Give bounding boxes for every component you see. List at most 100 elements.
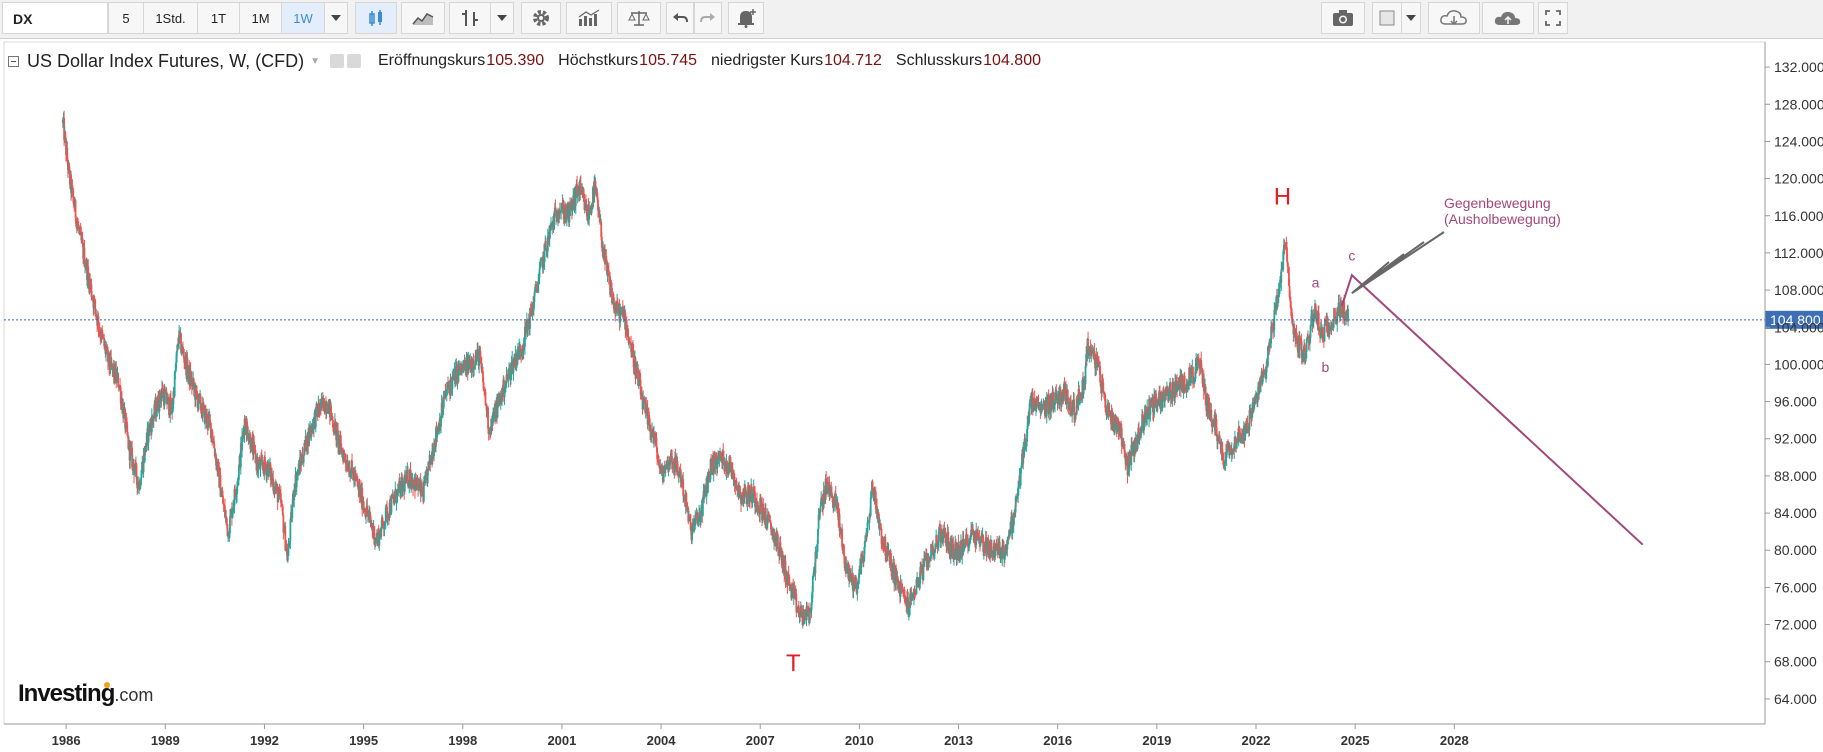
candle-body — [1185, 383, 1188, 391]
candle-body — [537, 280, 540, 293]
candle-body — [1113, 419, 1116, 431]
candle-body — [1102, 382, 1105, 393]
candle-body — [285, 548, 287, 551]
candle-body — [1152, 399, 1154, 413]
candle-body — [444, 390, 447, 395]
indicators-button[interactable] — [449, 2, 491, 34]
candle-body — [522, 343, 525, 351]
candle-body — [380, 527, 383, 537]
load-chart-button[interactable] — [1428, 2, 1480, 34]
candle-body — [389, 502, 392, 515]
redo-button[interactable] — [694, 2, 722, 34]
candle-body — [1194, 366, 1197, 379]
y-tick-label: 132.000 — [1774, 59, 1823, 75]
interval-1h-button[interactable]: 1Std. — [143, 2, 198, 34]
chart-area[interactable]: 104.800 64.000 68.000 72.000 76.000 80.000 84… — [0, 38, 1823, 752]
indicators-dropdown-button[interactable] — [490, 2, 514, 34]
candle-body — [1247, 425, 1250, 429]
candle-body — [983, 544, 986, 549]
candle-body — [279, 493, 282, 503]
candle-body — [787, 574, 789, 586]
candle-body — [600, 221, 603, 238]
price-chart[interactable]: 104.800 64.000 68.000 72.000 76.000 80.000 84… — [0, 38, 1823, 752]
y-tick-label: 120.000 — [1774, 171, 1823, 187]
candle-body — [1158, 390, 1161, 408]
candle-body — [80, 231, 83, 241]
candle-body — [351, 468, 354, 475]
candle-body — [229, 516, 231, 534]
candle-body — [101, 329, 104, 335]
interval-5-button[interactable]: 5 — [108, 2, 144, 34]
alert-button[interactable] — [728, 2, 764, 34]
candle-body — [1313, 311, 1316, 314]
candle-body — [147, 424, 150, 443]
candle-body — [195, 385, 198, 391]
candle-body — [1149, 407, 1152, 416]
candle-body — [320, 398, 323, 409]
candle-body — [211, 429, 214, 440]
candle-body — [779, 542, 782, 551]
gear-icon[interactable] — [346, 54, 361, 68]
x-tick-label: 1992 — [250, 733, 279, 748]
candle-body — [858, 569, 861, 579]
candle-body — [355, 476, 358, 480]
studies-button[interactable] — [566, 2, 612, 34]
candle-body — [613, 297, 615, 310]
candle-body — [219, 475, 222, 497]
interval-1m-button[interactable]: 1M — [239, 2, 282, 34]
candle-body — [504, 383, 507, 387]
undo-button[interactable] — [666, 2, 694, 34]
candle-body — [1296, 336, 1299, 347]
screenshot-button[interactable] — [1321, 2, 1365, 34]
collapse-legend-icon[interactable] — [8, 55, 19, 67]
candle-body — [129, 446, 132, 461]
candle-body — [126, 431, 129, 436]
logo-name: Investing — [18, 680, 115, 707]
settings-button[interactable] — [521, 2, 561, 34]
candle-body — [169, 398, 172, 411]
candlestick-type-button[interactable] — [355, 2, 397, 34]
compare-button[interactable] — [617, 2, 661, 34]
candle-body — [76, 221, 79, 225]
logo-suffix: .com — [114, 685, 154, 705]
camera-icon — [1333, 10, 1353, 26]
candle-body — [421, 493, 424, 495]
interval-dropdown-button[interactable] — [324, 2, 348, 34]
instrument-title: US Dollar Index Futures, W, (CFD) — [27, 50, 305, 71]
candle-body — [1216, 440, 1219, 442]
candle-body — [445, 393, 448, 395]
interval-1d-button[interactable]: 1T — [197, 2, 240, 34]
candle-body — [1304, 358, 1307, 363]
fullscreen-button[interactable] — [1538, 2, 1568, 34]
candle-body — [303, 442, 306, 456]
line-chart-button[interactable] — [401, 2, 445, 34]
layout-button[interactable] — [1372, 2, 1402, 34]
candle-body — [442, 408, 444, 413]
candle-body — [354, 473, 357, 477]
x-tick-label: 2013 — [944, 733, 973, 748]
layout-dropdown-button[interactable] — [1401, 2, 1421, 34]
candle-body — [866, 522, 869, 534]
candle-body — [1244, 433, 1246, 441]
candle-body — [245, 421, 248, 435]
candle-body — [995, 546, 997, 552]
candle-body — [1204, 386, 1207, 406]
save-chart-button[interactable] — [1482, 2, 1534, 34]
candle-body — [729, 461, 732, 466]
candle-body — [224, 505, 226, 518]
candle-body — [850, 574, 852, 582]
caret-down-icon[interactable]: ▼ — [310, 55, 320, 67]
candle-body — [265, 467, 268, 476]
symbol-input[interactable]: DX — [2, 2, 108, 34]
candle-body — [1321, 327, 1324, 335]
interval-1w-button[interactable]: 1W — [281, 2, 325, 34]
candle-body — [150, 415, 153, 433]
annotation-label-c: c — [1348, 247, 1355, 263]
eye-icon[interactable] — [329, 54, 344, 68]
candle-body — [1166, 386, 1169, 392]
candle-body — [678, 472, 681, 474]
candle-body — [591, 203, 594, 205]
square-icon — [1379, 10, 1395, 26]
candle-body — [1256, 392, 1259, 403]
candle-body — [524, 326, 526, 347]
